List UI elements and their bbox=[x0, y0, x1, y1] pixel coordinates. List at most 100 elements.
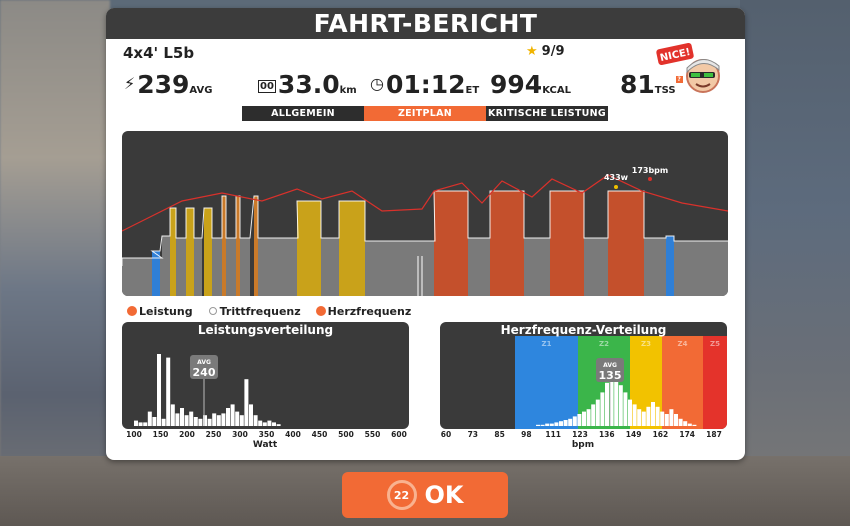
tick-label: 174 bbox=[679, 430, 696, 439]
avg-value: 240 bbox=[193, 366, 216, 379]
power-hist-bar bbox=[134, 420, 138, 426]
stat-tss: 81TSS? bbox=[620, 70, 683, 99]
timeline-segment bbox=[524, 238, 550, 296]
hr-zone-label: Z3 bbox=[641, 340, 651, 348]
power-hist-bar bbox=[184, 415, 189, 426]
ok-label: OK bbox=[424, 481, 464, 509]
timeline-segment bbox=[186, 208, 194, 296]
timeline-segment bbox=[240, 238, 250, 296]
info-icon[interactable]: ? bbox=[675, 76, 683, 83]
tick-label: 123 bbox=[572, 430, 588, 439]
hr-hist-bar bbox=[674, 414, 678, 426]
hr-hist-bar bbox=[637, 409, 642, 426]
tick-label: 350 bbox=[258, 430, 275, 439]
hr-hist-bar bbox=[614, 378, 619, 426]
power-hist-bar bbox=[272, 422, 276, 426]
workout-name: 4x4' L5b bbox=[123, 44, 195, 62]
timeline-segment bbox=[194, 238, 202, 296]
stat-tss-value: 81 bbox=[620, 70, 655, 99]
timeline-segment bbox=[170, 208, 176, 296]
hr-hist-bar bbox=[687, 423, 692, 426]
tick-label: 73 bbox=[467, 430, 479, 439]
hr-hist-ticks: 60 73 85 98 111 123 136 149 162 174 187 bbox=[440, 430, 727, 442]
hr-hist-bar bbox=[692, 424, 697, 426]
stat-distance: 00 33.0km bbox=[258, 70, 357, 99]
peak-power-label: 433w bbox=[604, 173, 629, 182]
level-badge-icon: 22 bbox=[386, 480, 417, 510]
power-hist-bar bbox=[161, 418, 166, 426]
clock-icon: ◷ bbox=[370, 74, 384, 93]
power-hist-bar bbox=[276, 424, 281, 426]
power-hist-bar bbox=[221, 413, 226, 426]
stat-time-unit: ET bbox=[465, 85, 480, 96]
hr-hist-bar bbox=[591, 404, 596, 426]
tick-label: 150 bbox=[152, 430, 169, 439]
power-hist-bar bbox=[175, 413, 180, 426]
hr-hist-bar bbox=[540, 424, 545, 426]
power-hist-bar bbox=[244, 379, 249, 426]
tab-zeitplan[interactable]: ZEITPLAN bbox=[364, 106, 486, 121]
timeline-segment bbox=[152, 251, 160, 296]
timeline-segment bbox=[236, 196, 240, 296]
power-distribution-chart: Leistungsverteilung AVG 240 bbox=[122, 322, 409, 429]
stat-power-unit: AVG bbox=[189, 85, 213, 96]
power-hist-bar bbox=[239, 415, 244, 426]
power-hist-bar bbox=[147, 411, 152, 426]
hr-zone-label: Z1 bbox=[542, 340, 552, 348]
tick-label: 550 bbox=[364, 430, 381, 439]
legend-item-trittfrequenz[interactable]: Trittfrequenz bbox=[208, 305, 301, 318]
tick-label: 100 bbox=[126, 430, 142, 439]
tick-label: 300 bbox=[232, 430, 248, 439]
peak-hr-marker bbox=[648, 177, 652, 181]
stat-distance-value: 33.0 bbox=[277, 70, 340, 99]
power-hist-bar bbox=[253, 415, 258, 426]
power-hist-bar bbox=[166, 357, 171, 426]
stat-energy-value: 994 bbox=[490, 70, 543, 99]
tick-label: 200 bbox=[179, 430, 195, 439]
power-hist-bar bbox=[138, 422, 143, 426]
tick-label: 162 bbox=[652, 430, 669, 439]
timeline-segment bbox=[490, 191, 524, 296]
hr-hist-bar bbox=[623, 392, 628, 426]
timeline-segment bbox=[608, 191, 644, 296]
hr-hist-bar bbox=[536, 424, 540, 426]
power-hist-bar bbox=[267, 420, 272, 426]
hr-hist-bar bbox=[577, 414, 582, 426]
ok-button[interactable]: 22 OK bbox=[342, 472, 508, 518]
timeline-segment bbox=[365, 241, 435, 296]
heart-rate-line bbox=[122, 174, 728, 232]
power-hist-bar bbox=[189, 411, 194, 426]
avg-label: AVG bbox=[603, 362, 617, 369]
legend-item-herzfrequenz[interactable]: Herzfrequenz bbox=[316, 305, 411, 318]
peak-power-marker bbox=[614, 185, 618, 189]
hr-hist-bar bbox=[660, 411, 665, 426]
hr-hist-bar bbox=[582, 411, 586, 426]
timeline-segment bbox=[468, 238, 490, 296]
hr-hist-bar bbox=[572, 416, 577, 426]
tab-kritische-leistung[interactable]: KRITISCHE LEISTUNG bbox=[486, 106, 608, 121]
power-hist-bar bbox=[203, 415, 207, 426]
tab-allgemein[interactable]: ALLGEMEIN bbox=[242, 106, 364, 121]
timeline-segment bbox=[550, 191, 584, 296]
avg-value: 135 bbox=[599, 369, 622, 382]
workout-timeline-chart: 433w 173bpm bbox=[122, 131, 728, 296]
tick-label: 250 bbox=[205, 430, 222, 439]
timeline-segment bbox=[644, 238, 666, 296]
star-rating: ★ 9/9 bbox=[526, 44, 565, 59]
ride-report-panel: FAHRT-BERICHT 4x4' L5b ★ 9/9 ⚡239AVG 00 33… bbox=[106, 8, 745, 460]
chart-legend: Leistung Trittfrequenz Herzfrequenz bbox=[128, 305, 411, 318]
hr-hist-bar bbox=[605, 382, 609, 426]
legend-item-leistung[interactable]: Leistung bbox=[128, 305, 193, 318]
timeline-segment bbox=[339, 201, 365, 296]
star-count: 9/9 bbox=[541, 44, 565, 59]
power-line bbox=[122, 190, 728, 266]
hr-zone-label: Z2 bbox=[599, 340, 609, 348]
hr-hist-bar bbox=[618, 385, 623, 426]
power-hist-bar bbox=[235, 411, 240, 426]
tick-label: 85 bbox=[494, 430, 505, 439]
hr-hist-bar bbox=[651, 402, 655, 426]
stat-time: ◷01:12ET bbox=[370, 70, 479, 99]
power-hist-bar bbox=[249, 404, 253, 426]
